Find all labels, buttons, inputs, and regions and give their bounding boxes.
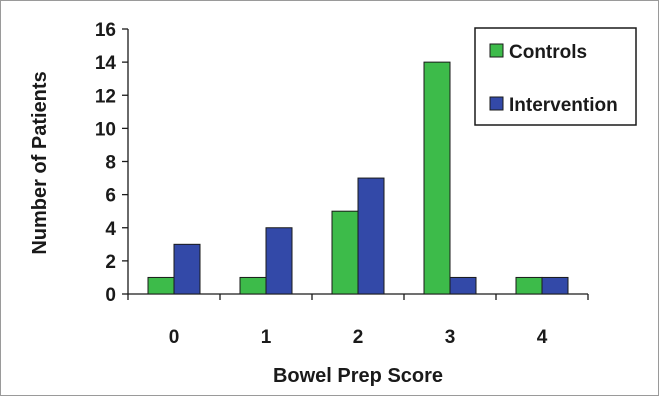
legend: Controls Intervention [474,27,637,126]
y-tick-label: 12 [95,86,116,107]
x-tick-label: 1 [261,327,272,348]
x-tick-label: 2 [353,327,364,348]
y-tick-label: 14 [95,53,117,74]
y-tick-label: 6 [105,186,116,207]
y-tick-label: 8 [105,153,116,174]
legend-swatch-controls [489,43,504,58]
bars [147,61,569,295]
bar-intervention-4 [541,276,569,295]
x-tick-label: 3 [445,327,456,348]
y-tick-label: 10 [95,119,116,140]
bar-intervention-3 [449,276,477,295]
bar-intervention-0 [173,243,201,295]
x-axis-title: Bowel Prep Score [273,365,443,387]
bar-controls-3 [423,61,451,295]
bar-controls-1 [239,276,267,295]
bar-controls-0 [147,276,175,295]
y-axis: 0 2 4 6 8 10 12 14 16 [95,20,129,306]
bar-intervention-1 [265,227,293,295]
x-axis: 0 1 2 3 4 [127,293,589,348]
y-axis-title: Number of Patients [29,71,51,254]
bar-intervention-2 [357,177,385,295]
y-tick-label: 0 [105,285,116,306]
y-tick-label: 4 [105,219,116,240]
x-tick-label: 4 [537,327,548,348]
legend-label-controls: Controls [509,42,587,63]
bar-controls-4 [515,276,543,295]
x-tick-label: 0 [169,327,180,348]
y-tick-label: 2 [105,252,116,273]
legend-swatch-intervention [489,96,504,111]
bar-controls-2 [331,210,359,295]
legend-label-intervention: Intervention [509,95,618,116]
y-tick-label: 16 [95,20,116,41]
